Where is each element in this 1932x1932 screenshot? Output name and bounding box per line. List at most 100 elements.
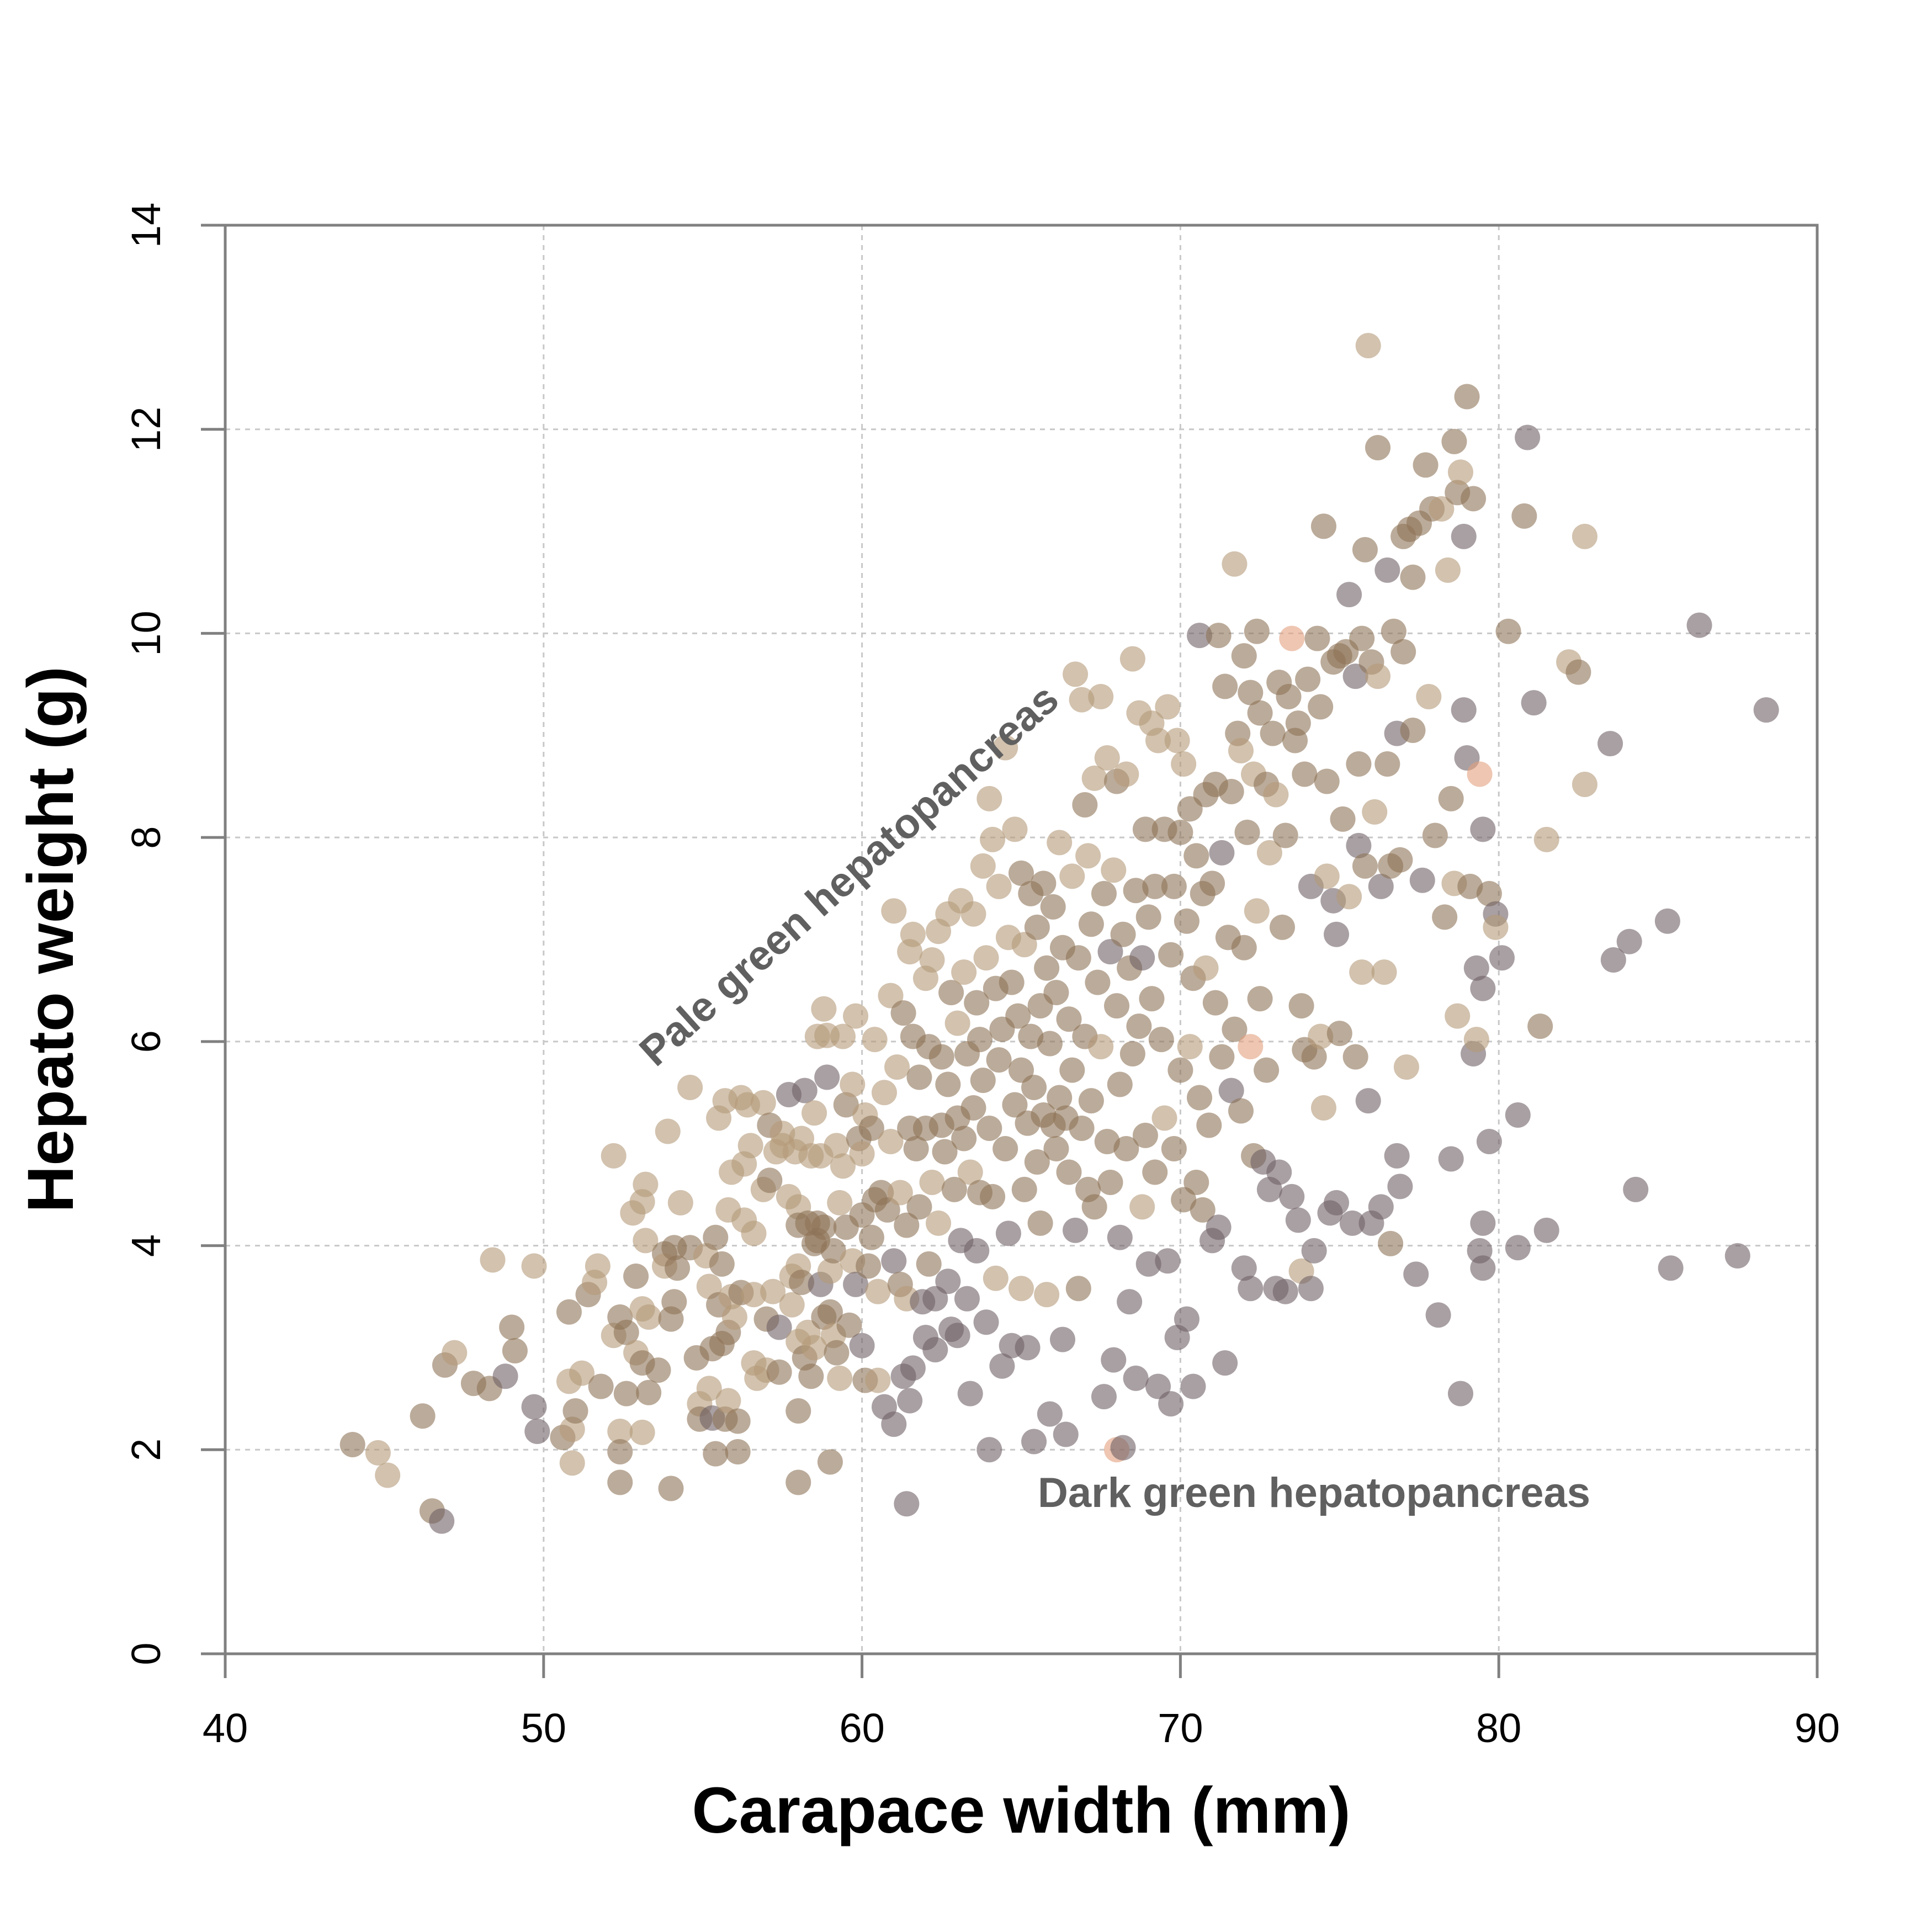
data-point	[502, 1337, 528, 1363]
data-point	[1040, 894, 1066, 920]
data-point	[1072, 792, 1098, 818]
data-point	[559, 1450, 585, 1476]
data-point	[1505, 1235, 1531, 1261]
data-point	[881, 1411, 907, 1437]
data-point	[1097, 1169, 1123, 1195]
data-point	[1212, 673, 1238, 699]
data-point	[607, 1419, 633, 1445]
data-point	[667, 1190, 693, 1216]
data-point	[1009, 1276, 1034, 1302]
data-point	[1158, 1391, 1184, 1417]
data-point	[1088, 1034, 1114, 1060]
data-point	[935, 1071, 961, 1097]
data-point	[830, 1023, 856, 1049]
data-point	[824, 1340, 850, 1366]
data-point	[1247, 986, 1273, 1012]
data-point	[944, 1323, 970, 1349]
data-point	[932, 1139, 958, 1165]
data-point	[1021, 1075, 1047, 1101]
data-point	[1228, 1098, 1254, 1124]
data-point	[1212, 1350, 1238, 1376]
data-point	[1565, 659, 1591, 685]
data-point	[556, 1299, 582, 1325]
data-point	[1002, 1092, 1028, 1118]
x-tick-label: 40	[203, 1705, 248, 1751]
data-point	[1129, 945, 1155, 971]
data-point	[967, 1027, 993, 1053]
data-point	[1272, 1278, 1298, 1304]
data-point	[1352, 537, 1378, 562]
data-point	[1180, 1373, 1206, 1399]
data-point	[1254, 1057, 1280, 1083]
data-point	[1135, 904, 1161, 930]
data-point	[1015, 1335, 1041, 1361]
data-point	[1463, 1027, 1489, 1053]
data-point	[1231, 1255, 1257, 1281]
data-point	[843, 1271, 869, 1297]
data-point	[1031, 871, 1057, 896]
data-point	[601, 1143, 627, 1169]
data-point	[820, 1238, 846, 1264]
data-point	[1346, 832, 1372, 858]
data-point	[1441, 428, 1467, 454]
data-point	[1572, 523, 1597, 549]
data-point	[1002, 816, 1028, 842]
data-point	[1374, 751, 1400, 777]
data-point	[865, 1367, 891, 1393]
data-point	[973, 1309, 999, 1335]
data-point	[1171, 1187, 1197, 1213]
data-point	[1069, 1115, 1095, 1141]
data-point	[1158, 942, 1184, 968]
data-point	[1043, 980, 1069, 1006]
data-point	[802, 1100, 827, 1126]
data-point	[1310, 1095, 1336, 1121]
data-point	[1161, 873, 1187, 899]
data-point	[658, 1475, 684, 1501]
data-point	[588, 1373, 614, 1399]
data-point	[1075, 843, 1101, 869]
data-point	[1155, 1248, 1181, 1274]
data-point	[817, 1299, 843, 1325]
data-point	[1413, 452, 1439, 478]
data-point	[1298, 1276, 1324, 1302]
data-point	[665, 1255, 691, 1281]
data-point	[1349, 959, 1375, 985]
data-point	[884, 1054, 910, 1080]
x-tick-label: 80	[1476, 1705, 1521, 1751]
data-point	[1161, 1135, 1187, 1161]
data-point	[992, 735, 1018, 761]
data-point	[1056, 1159, 1082, 1185]
data-point	[1209, 840, 1235, 866]
data-point	[1101, 1347, 1127, 1373]
data-point	[1164, 728, 1190, 753]
data-point	[1470, 975, 1496, 1001]
data-point	[1078, 911, 1104, 937]
data-point	[442, 1340, 468, 1366]
data-point	[1104, 993, 1130, 1019]
data-point	[1470, 1255, 1496, 1281]
data-point	[1119, 646, 1145, 672]
data-point	[1123, 1365, 1149, 1391]
data-point	[375, 1462, 401, 1488]
data-point	[1461, 486, 1487, 512]
data-point	[785, 1469, 811, 1495]
data-point	[1445, 1003, 1471, 1029]
data-point	[1527, 1013, 1553, 1039]
data-point	[811, 996, 837, 1022]
data-point	[1355, 1088, 1381, 1114]
data-point	[1310, 513, 1336, 539]
data-point	[865, 1278, 891, 1304]
data-point	[1381, 618, 1406, 644]
y-tick-label: 4	[123, 1234, 169, 1257]
data-point	[827, 1190, 853, 1216]
data-point	[878, 1129, 904, 1155]
y-axis: 0 2 4 6 8 10 12 14	[123, 203, 227, 1665]
data-point	[1091, 880, 1117, 906]
data-point	[1301, 1238, 1327, 1264]
data-point	[1049, 1326, 1075, 1352]
data-point	[1222, 551, 1248, 577]
data-point	[1065, 1276, 1091, 1302]
data-point	[1288, 993, 1314, 1019]
data-point	[1352, 853, 1378, 879]
